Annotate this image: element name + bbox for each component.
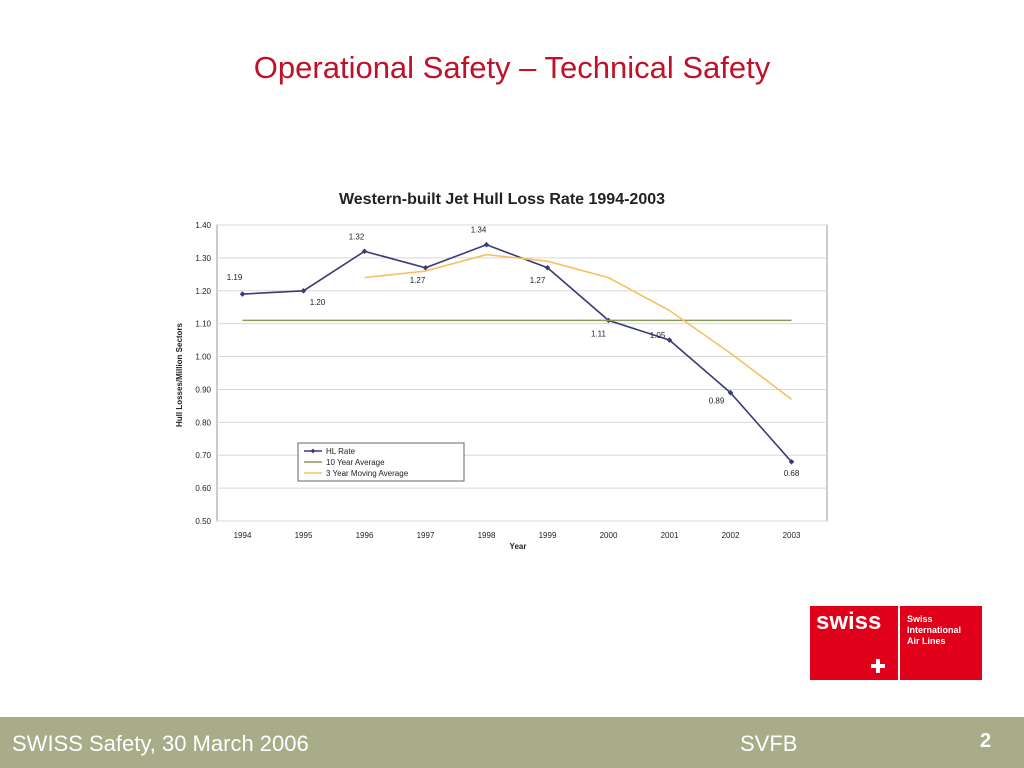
y-tick-label: 1.20: [195, 287, 211, 296]
y-tick-label: 1.10: [195, 320, 211, 329]
slide-title: Operational Safety – Technical Safety: [253, 50, 771, 85]
hull-loss-chart: Western-built Jet Hull Loss Rate 1994-20…: [175, 191, 828, 551]
swiss-logo: swiss Swiss International Air Lines: [810, 606, 982, 680]
data-point: [788, 459, 795, 465]
logo-tagline-line: International: [907, 625, 962, 635]
footer-center-text: SVFB: [740, 731, 798, 756]
data-label: 1.20: [310, 298, 326, 307]
data-point: [483, 241, 490, 248]
logo-tagline: Swiss International Air Lines: [907, 614, 979, 647]
plot-area: 0.50 0.60 0.70 0.80 0.90 1.00 1.10 1.20 1.30 1.40…: [195, 221, 828, 540]
footer-bar: SWISS Safety, 30 March 2006 SVFB 2: [0, 717, 1024, 768]
logo-wordmark: swiss: [816, 608, 882, 635]
x-axis-label: Year: [510, 542, 527, 551]
data-label: 1.27: [530, 276, 546, 285]
data-point: [422, 264, 429, 271]
data-label: 1.32: [349, 232, 365, 241]
x-tick-label: 2000: [600, 531, 618, 540]
data-point: [239, 291, 246, 297]
y-axis-label: Hull Losses/Million Sectors: [175, 322, 184, 427]
data-point: [361, 248, 368, 255]
data-label: 1.11: [591, 329, 607, 338]
swiss-cross-icon: [871, 659, 885, 673]
legend-marker: [310, 448, 316, 454]
y-tick-label: 0.60: [195, 484, 211, 493]
legend-label: 3 Year Moving Average: [326, 469, 409, 478]
y-tick-label: 1.30: [195, 254, 211, 263]
y-tick-label: 1.00: [195, 353, 211, 362]
chart-title: Western-built Jet Hull Loss Rate 1994-20…: [339, 191, 665, 208]
legend-label: HL Rate: [326, 447, 356, 456]
data-label: 1.34: [471, 226, 487, 235]
y-tick-label: 0.80: [195, 418, 211, 427]
footer-left-text: SWISS Safety, 30 March 2006: [12, 731, 309, 756]
data-label: 1.19: [227, 273, 243, 282]
data-label: 0.68: [784, 469, 800, 478]
data-point: [300, 287, 307, 294]
page-number: 2: [980, 730, 992, 752]
x-tick-label: 1998: [478, 531, 496, 540]
data-label: 0.89: [709, 397, 725, 406]
x-tick-label: 1996: [356, 531, 374, 540]
data-point: [727, 389, 734, 396]
logo-left-panel: swiss: [810, 606, 897, 680]
legend-box: [297, 442, 465, 482]
x-tick-label: 1997: [417, 531, 435, 540]
logo-tagline-line: Air Lines: [907, 636, 946, 646]
data-point: [666, 337, 673, 343]
chart-legend: HL Rate 10 Year Average 3 Year Moving Aver…: [297, 442, 465, 482]
x-tick-label: 1994: [234, 531, 252, 540]
y-tick-label: 1.40: [195, 221, 211, 230]
y-tick-label: 0.50: [195, 517, 211, 526]
logo-divider: [898, 606, 900, 680]
data-label: 1.05: [650, 331, 666, 340]
series-line: [242, 243, 793, 463]
logo-tagline-line: Swiss: [907, 614, 933, 624]
legend-label: 10 Year Average: [326, 458, 385, 467]
x-tick-label: 2003: [783, 531, 801, 540]
y-tick-label: 0.70: [195, 451, 211, 460]
x-tick-label: 2001: [661, 531, 679, 540]
data-label: 1.27: [410, 276, 426, 285]
x-tick-label: 1999: [539, 531, 557, 540]
x-tick-label: 1995: [295, 531, 313, 540]
series-line: [364, 253, 792, 400]
x-tick-label: 2002: [722, 531, 740, 540]
y-tick-label: 0.90: [195, 385, 211, 394]
